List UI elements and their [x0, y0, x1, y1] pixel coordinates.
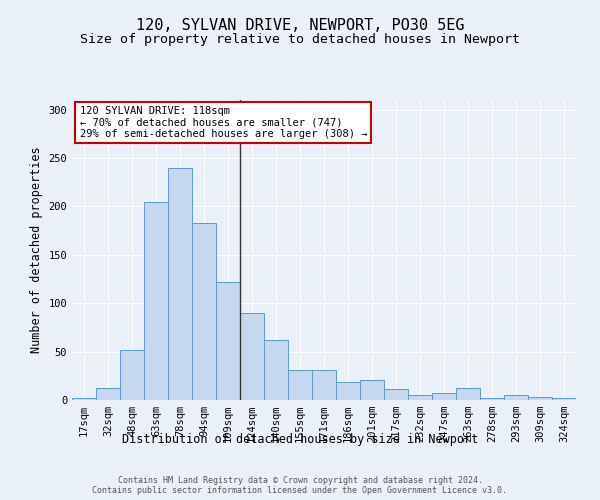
- Bar: [192, 223, 216, 400]
- Text: Contains HM Land Registry data © Crown copyright and database right 2024.
Contai: Contains HM Land Registry data © Crown c…: [92, 476, 508, 495]
- Bar: [504, 395, 528, 400]
- Text: Size of property relative to detached houses in Newport: Size of property relative to detached ho…: [80, 32, 520, 46]
- Bar: [384, 390, 408, 400]
- Bar: [216, 282, 240, 400]
- Bar: [480, 398, 504, 400]
- Bar: [432, 393, 456, 400]
- Text: 120, SYLVAN DRIVE, NEWPORT, PO30 5EG: 120, SYLVAN DRIVE, NEWPORT, PO30 5EG: [136, 18, 464, 32]
- Bar: [312, 370, 336, 400]
- Bar: [264, 340, 288, 400]
- Bar: [552, 398, 576, 400]
- Bar: [336, 382, 360, 400]
- Bar: [408, 395, 432, 400]
- Y-axis label: Number of detached properties: Number of detached properties: [30, 146, 43, 354]
- Bar: [240, 313, 264, 400]
- Bar: [168, 168, 192, 400]
- Bar: [456, 388, 480, 400]
- Bar: [144, 202, 168, 400]
- Bar: [360, 380, 384, 400]
- Bar: [96, 388, 120, 400]
- Text: 120 SYLVAN DRIVE: 118sqm
← 70% of detached houses are smaller (747)
29% of semi-: 120 SYLVAN DRIVE: 118sqm ← 70% of detach…: [80, 106, 367, 139]
- Bar: [120, 350, 144, 400]
- Bar: [528, 397, 552, 400]
- Text: Distribution of detached houses by size in Newport: Distribution of detached houses by size …: [122, 432, 478, 446]
- Bar: [288, 370, 312, 400]
- Bar: [72, 398, 96, 400]
